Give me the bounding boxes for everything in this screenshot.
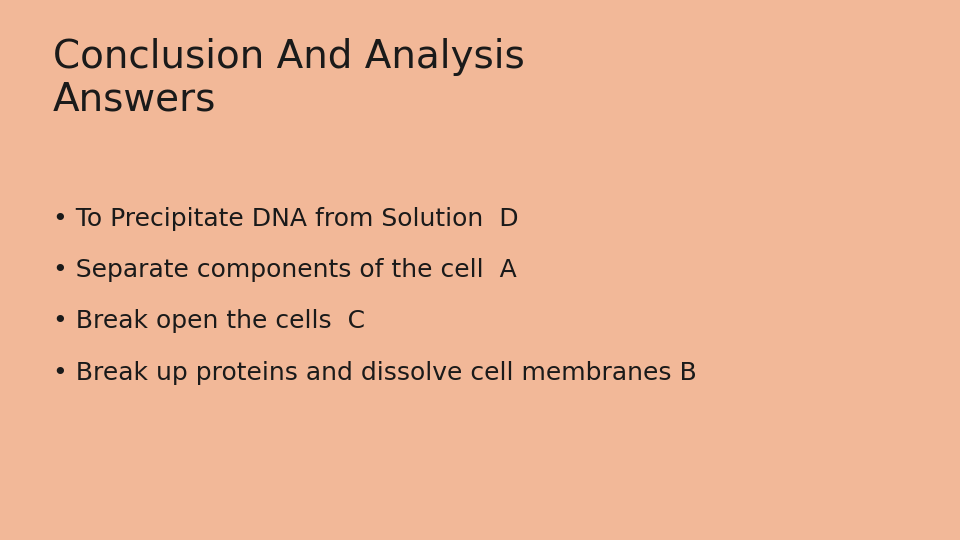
Text: Conclusion And Analysis
Answers: Conclusion And Analysis Answers (53, 38, 524, 118)
Text: • Break open the cells  C: • Break open the cells C (53, 309, 365, 333)
Text: • To Precipitate DNA from Solution  D: • To Precipitate DNA from Solution D (53, 207, 518, 231)
Text: • Separate components of the cell  A: • Separate components of the cell A (53, 258, 516, 282)
Text: • Break up proteins and dissolve cell membranes B: • Break up proteins and dissolve cell me… (53, 361, 697, 384)
